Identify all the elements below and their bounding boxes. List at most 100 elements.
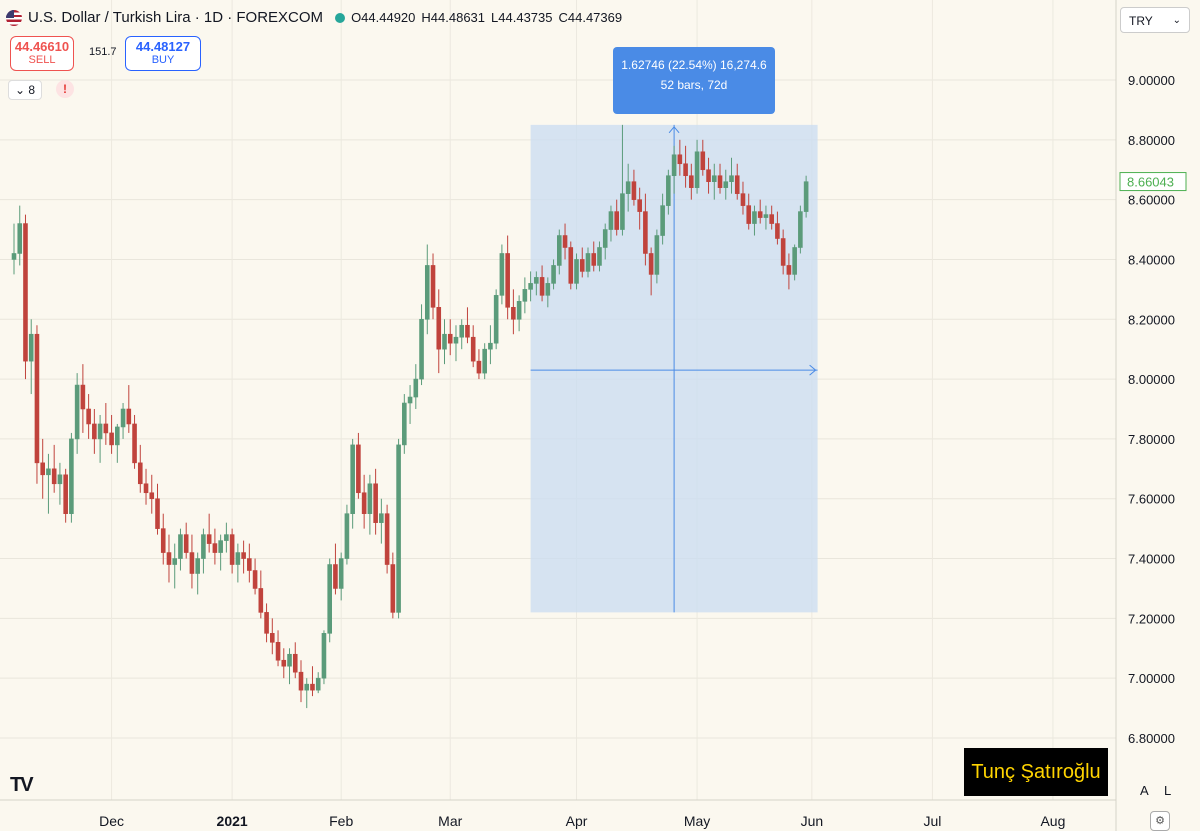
settings-gear-icon[interactable]: ⚙ <box>1150 811 1170 831</box>
candle-body <box>235 552 241 565</box>
candle-body <box>344 513 350 559</box>
x-tick-label: Jun <box>801 813 824 829</box>
tradingview-logo-icon[interactable]: TV <box>10 774 34 796</box>
y-tick-label: 7.40000 <box>1128 552 1175 567</box>
candle-body <box>511 307 516 320</box>
candle-body <box>453 336 459 344</box>
candle-body <box>660 205 665 236</box>
candle-body <box>505 253 510 308</box>
candle-body <box>516 301 522 320</box>
candle-body <box>562 235 568 248</box>
candle-body <box>637 199 642 212</box>
candle-body <box>212 543 218 553</box>
candle-body <box>224 534 229 541</box>
candle-body <box>86 408 91 425</box>
candle-body <box>287 653 292 667</box>
candle-body <box>379 513 384 523</box>
candle-body <box>752 211 757 224</box>
candle-body <box>648 253 654 275</box>
x-tick-label: Aug <box>1040 813 1065 829</box>
candle-body <box>321 633 327 679</box>
candle-body <box>602 229 608 248</box>
candle-body <box>367 483 373 514</box>
x-tick-label: 2021 <box>217 813 248 829</box>
candle-body <box>442 333 447 350</box>
candle-body <box>608 211 614 230</box>
candle-body <box>683 163 688 177</box>
candle-body <box>264 612 269 634</box>
candle-body <box>69 438 74 514</box>
ohlc-high: H44.48631 <box>421 10 486 25</box>
warning-icon[interactable]: ! <box>56 80 74 98</box>
candle-body <box>706 169 711 182</box>
sell-button[interactable]: 44.46610 SELL <box>10 36 74 71</box>
candle-body <box>57 474 63 485</box>
ohlc-open: O44.44920 <box>351 10 416 25</box>
arrow-up-icon <box>668 126 680 134</box>
symbol-title[interactable]: U.S. Dollar / Turkish Lira · 1D · FOREXC… <box>28 9 324 26</box>
candle-body <box>803 181 809 212</box>
y-tick-label: 8.60000 <box>1128 193 1175 208</box>
candle-body <box>195 558 200 574</box>
buy-label: BUY <box>151 54 175 66</box>
candle-body <box>522 289 528 302</box>
candle-body <box>769 214 774 224</box>
candle-body <box>310 683 315 691</box>
candle-body <box>476 360 482 374</box>
candle-body <box>482 348 487 374</box>
y-tick-label: 8.20000 <box>1128 312 1175 327</box>
candle-body <box>281 659 287 667</box>
candle-body <box>763 214 769 218</box>
candle-body <box>740 193 746 206</box>
y-tick-label: 7.00000 <box>1128 671 1175 686</box>
candle-body <box>419 318 424 380</box>
candle-body <box>631 181 637 200</box>
candle-body <box>166 552 172 565</box>
y-tick-label: 7.80000 <box>1128 432 1175 447</box>
candle-body <box>694 151 700 188</box>
candle-body <box>436 307 442 350</box>
candle-body <box>499 253 505 296</box>
candle-body <box>292 653 298 673</box>
candle-body <box>396 444 401 613</box>
y-tick-label: 8.40000 <box>1128 252 1175 267</box>
x-tick-label: Jul <box>923 813 941 829</box>
candle-body <box>666 175 671 206</box>
buy-price: 44.48127 <box>135 39 191 54</box>
candle-body <box>149 492 155 500</box>
candle-body <box>143 483 149 494</box>
candle-body <box>585 253 591 272</box>
candle-body <box>252 570 258 589</box>
currency-select[interactable]: TRY ⌄ <box>1120 7 1190 33</box>
candle-body <box>614 211 620 230</box>
market-status-icon <box>335 12 346 23</box>
candle-body <box>620 193 625 230</box>
indicators-toggle-button[interactable]: ⌄ 8 <box>8 80 42 100</box>
candle-body <box>671 154 677 177</box>
candle-body <box>430 265 436 308</box>
candle-body <box>160 528 166 553</box>
y-tick-label: 8.00000 <box>1128 372 1175 387</box>
candle-body <box>356 444 361 494</box>
candle-body <box>459 324 465 338</box>
measure-tooltip: 1.62746 (22.54%) 16,274.6 52 bars, 72d <box>613 47 775 114</box>
candle-body <box>792 247 797 275</box>
candle-body <box>229 534 235 565</box>
candle-body <box>17 223 23 254</box>
x-tick-label: May <box>684 813 710 829</box>
candle-body <box>206 534 212 544</box>
auto-scale-button[interactable]: A <box>1140 783 1149 798</box>
buy-button[interactable]: 44.48127 BUY <box>125 36 201 71</box>
candle-body <box>470 336 476 362</box>
log-scale-button[interactable]: L <box>1164 783 1172 798</box>
candle-body <box>137 462 143 485</box>
candle-body <box>172 558 178 565</box>
candle-body <box>488 342 493 350</box>
candle-body <box>579 259 585 272</box>
candle-body <box>798 211 803 248</box>
watermark-signature: Tunç Şatıroğlu <box>964 748 1108 796</box>
candle-body <box>74 384 80 440</box>
spread-value: 151.7 <box>89 46 117 58</box>
currency-label: TRY <box>1129 14 1153 28</box>
